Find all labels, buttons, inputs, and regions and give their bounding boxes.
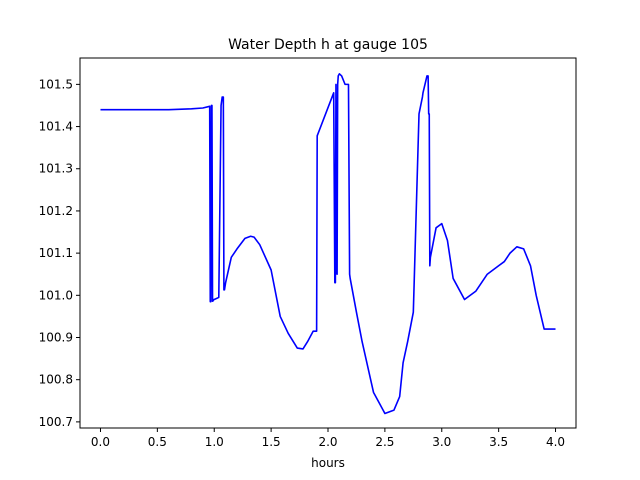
y-tick-label: 101.4: [39, 120, 73, 134]
chart-title: Water Depth h at gauge 105: [228, 37, 428, 53]
y-tick-label: 101.3: [39, 162, 73, 176]
x-tick-label: 4.0: [546, 435, 565, 449]
x-axis-label: hours: [311, 456, 345, 470]
x-tick-label: 1.0: [205, 435, 224, 449]
plot-area: [100, 73, 556, 415]
y-axis-ticks: 100.7 100.8 100.9 101.0 101.1 101.2 101.3 101.4…: [39, 77, 80, 429]
x-tick-label: 2.0: [318, 435, 337, 449]
y-tick-label: 101.5: [39, 77, 73, 91]
x-tick-label: 3.0: [432, 435, 451, 449]
x-tick-label: 3.5: [489, 435, 508, 449]
y-tick-label: 101.2: [39, 204, 73, 218]
y-tick-label: 100.9: [39, 331, 73, 345]
x-tick-label: 0.5: [148, 435, 167, 449]
x-tick-label: 0.0: [91, 435, 110, 449]
y-tick-label: 101.0: [39, 288, 73, 302]
x-tick-label: 2.5: [375, 435, 394, 449]
axes-frame: [79, 57, 577, 429]
x-tick-label: 1.5: [262, 435, 281, 449]
y-tick-label: 100.8: [39, 373, 73, 387]
y-tick-label: 100.7: [39, 415, 73, 429]
series-line: [100, 73, 556, 415]
y-tick-label: 101.1: [39, 246, 73, 260]
x-axis-ticks: 0.0 0.5 1.0 1.5 2.0 2.5 3.0 3.5 4.0: [91, 428, 565, 449]
